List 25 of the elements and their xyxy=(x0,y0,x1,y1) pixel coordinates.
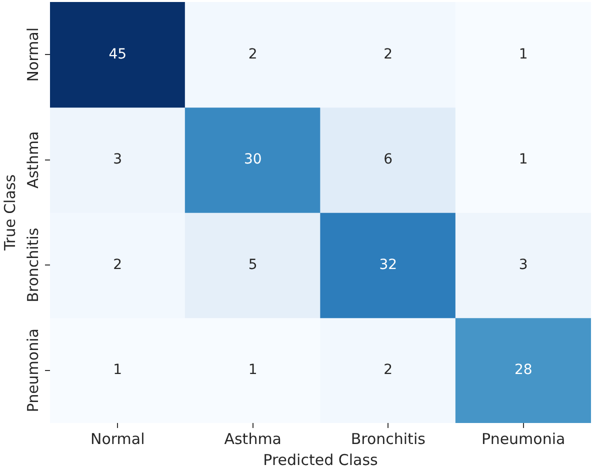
y-tick-label: Asthma xyxy=(24,131,42,189)
data-label: 2 xyxy=(248,46,258,62)
data-label: 32 xyxy=(379,256,398,273)
data-label: 5 xyxy=(248,256,258,273)
data-label: 3 xyxy=(113,152,122,168)
x-tick-label: Asthma xyxy=(224,430,282,448)
x-tick-label: Pneumonia xyxy=(482,430,566,448)
y-tick-label: Normal xyxy=(24,27,42,82)
data-label: 1 xyxy=(518,46,528,62)
data-label: 30 xyxy=(244,152,262,168)
x-tick-label: Normal xyxy=(90,430,145,448)
y-axis-title: True Class xyxy=(0,174,19,252)
data-label: 1 xyxy=(248,362,258,378)
x-tick-label: Bronchitis xyxy=(350,430,426,448)
data-label: 1 xyxy=(113,362,122,378)
data-label: 6 xyxy=(384,152,393,168)
y-tick-label: Bronchitis xyxy=(24,228,42,302)
data-label: 45 xyxy=(108,46,127,62)
data-label: 2 xyxy=(384,46,393,62)
data-label: 2 xyxy=(384,362,393,378)
data-label: 3 xyxy=(518,256,528,273)
data-label: 1 xyxy=(518,152,528,168)
data-label: 28 xyxy=(514,362,532,378)
data-label: 2 xyxy=(113,256,122,273)
x-axis-title: Predicted Class xyxy=(263,450,378,469)
